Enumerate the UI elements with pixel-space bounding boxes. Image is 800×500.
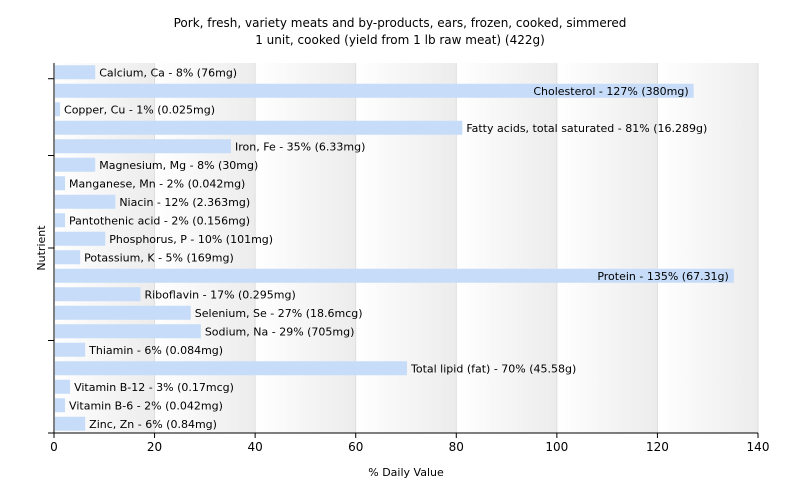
plot-area: Calcium, Ca - 8% (76mg) Cholesterol - 127… bbox=[48, 63, 769, 454]
bar bbox=[55, 65, 96, 80]
x-tick-label: 100 bbox=[545, 440, 568, 454]
bar-label: Vitamin B-6 - 2% (0.042mg) bbox=[69, 399, 223, 412]
bar-label: Cholesterol - 127% (380mg) bbox=[533, 85, 688, 98]
x-tick-label: 120 bbox=[646, 440, 669, 454]
bar bbox=[55, 213, 66, 228]
bar-label: Manganese, Mn - 2% (0.042mg) bbox=[69, 177, 245, 190]
grid-band bbox=[54, 63, 155, 433]
bar-label: Fatty acids, total saturated - 81% (16.2… bbox=[466, 122, 707, 135]
bar-label: Selenium, Se - 27% (18.6mcg) bbox=[195, 307, 363, 320]
y-axis-label: Nutrient bbox=[35, 225, 48, 271]
bar bbox=[55, 379, 71, 394]
bar bbox=[55, 268, 734, 283]
x-tick-label: 40 bbox=[248, 440, 263, 454]
bar bbox=[55, 416, 86, 431]
grid-band bbox=[657, 63, 758, 433]
x-tick-label: 0 bbox=[50, 440, 58, 454]
bar bbox=[55, 287, 141, 302]
grid-band bbox=[255, 63, 356, 433]
bar bbox=[55, 102, 61, 117]
bar-label: Niacin - 12% (2.363mg) bbox=[119, 196, 250, 209]
bar bbox=[55, 324, 201, 339]
bar-label: Vitamin B-12 - 3% (0.17mcg) bbox=[74, 381, 234, 394]
bar-label: Zinc, Zn - 6% (0.84mg) bbox=[89, 418, 217, 431]
bar-label: Pantothenic acid - 2% (0.156mg) bbox=[69, 214, 250, 227]
bar bbox=[55, 231, 106, 246]
chart-subtitle: 1 unit, cooked (yield from 1 lb raw meat… bbox=[255, 33, 545, 47]
bar bbox=[55, 157, 96, 172]
bar bbox=[55, 250, 81, 265]
bar bbox=[55, 176, 66, 191]
bar bbox=[55, 194, 116, 209]
bar bbox=[55, 120, 463, 135]
bar bbox=[55, 139, 231, 154]
bar bbox=[55, 361, 407, 376]
grid-band bbox=[456, 63, 557, 433]
x-tick-label: 140 bbox=[747, 440, 770, 454]
x-tick-label: 20 bbox=[147, 440, 162, 454]
bar-label: Magnesium, Mg - 8% (30mg) bbox=[99, 159, 258, 172]
grid-band bbox=[355, 63, 457, 433]
bar-label: Total lipid (fat) - 70% (45.58g) bbox=[410, 362, 576, 375]
x-tick-label: 80 bbox=[449, 440, 464, 454]
bar-label: Iron, Fe - 35% (6.33mg) bbox=[235, 140, 365, 153]
x-tick-label: 60 bbox=[348, 440, 363, 454]
grid-band bbox=[154, 63, 256, 433]
bar-label: Sodium, Na - 29% (705mg) bbox=[205, 325, 355, 338]
bar bbox=[55, 398, 66, 413]
chart-title: Pork, fresh, variety meats and by-produc… bbox=[174, 16, 627, 30]
bar-label: Copper, Cu - 1% (0.025mg) bbox=[64, 103, 215, 116]
bar bbox=[55, 305, 191, 320]
bar bbox=[55, 83, 694, 98]
grid-band bbox=[556, 63, 658, 433]
bar-label: Riboflavin - 17% (0.295mg) bbox=[144, 288, 295, 301]
bar-label: Calcium, Ca - 8% (76mg) bbox=[99, 66, 237, 79]
bar-label: Phosphorus, P - 10% (101mg) bbox=[109, 233, 273, 246]
bar-label: Thiamin - 6% (0.084mg) bbox=[88, 344, 223, 357]
bar bbox=[55, 342, 86, 357]
x-axis-label: % Daily Value bbox=[368, 466, 444, 479]
bar-label: Protein - 135% (67.31g) bbox=[597, 270, 729, 283]
bar-label: Potassium, K - 5% (169mg) bbox=[84, 251, 234, 264]
